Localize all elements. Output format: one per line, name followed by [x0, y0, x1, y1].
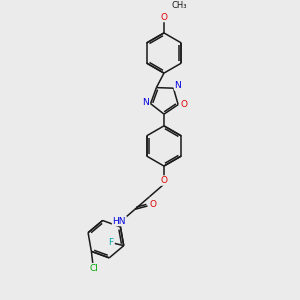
Text: O: O: [180, 100, 187, 109]
Text: Cl: Cl: [89, 264, 98, 273]
Text: F: F: [108, 238, 113, 247]
Text: CH₃: CH₃: [172, 1, 187, 10]
Text: HN: HN: [112, 217, 126, 226]
Text: N: N: [142, 98, 149, 107]
Text: O: O: [160, 176, 167, 185]
Text: O: O: [149, 200, 156, 209]
Text: N: N: [175, 81, 181, 90]
Text: O: O: [160, 13, 167, 22]
